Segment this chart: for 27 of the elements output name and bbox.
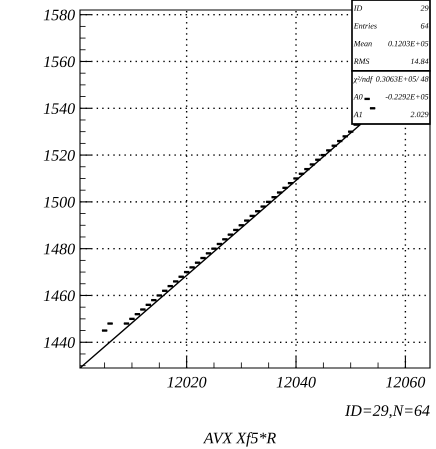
text: 0.1203E+05 [388,40,428,46]
x-tick-label: 12060 [386,376,426,388]
y-tick-label: 1520 [44,150,75,161]
text: χ²/ndf [353,76,374,84]
y-tick-label: 1460 [44,290,75,302]
y-tick-label: 1500 [44,196,75,208]
text: ID=29,N=64 [344,405,430,418]
text: 2.029 [410,112,428,118]
text: Mean [354,40,372,46]
text: 0.3063E+05/ 48 [376,76,429,82]
text: 14.84 [410,58,428,64]
y-tick-label: 1480 [44,244,75,254]
text: ID [354,6,362,11]
text: 64 [420,23,428,29]
text: -0.2292E+05 [386,94,428,100]
text: A1 [353,112,362,118]
y-tick-label: 1440 [44,337,75,348]
y-tick-label: 1560 [44,56,75,68]
x-tick-label: 12020 [167,376,206,388]
text: RMS [354,58,370,64]
x-axis-title: AVX Xf5*R [202,432,276,447]
y-tick-label: 1580 [44,10,75,20]
x-tick-label: 12040 [276,376,316,388]
y-tick-label: 1540 [44,103,75,114]
text: 29 [420,5,428,11]
text: A0 [353,94,363,100]
text: Entries [354,23,377,29]
